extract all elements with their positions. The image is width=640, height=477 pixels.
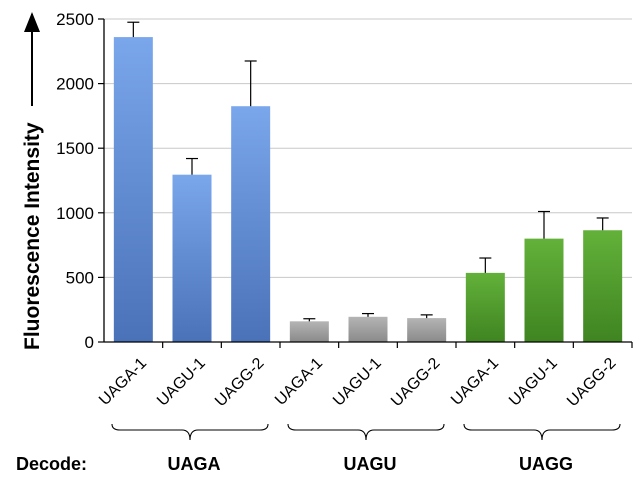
group-brace-2 bbox=[287, 423, 445, 441]
y-tick-label: 0 bbox=[85, 333, 94, 352]
bar-8 bbox=[524, 238, 564, 342]
group-brace-3 bbox=[463, 423, 621, 441]
y-axis-label: Fluorescence Intensity bbox=[21, 122, 44, 350]
bar-3 bbox=[231, 106, 271, 343]
y-tick-label: 1500 bbox=[56, 139, 94, 158]
bar-9 bbox=[583, 230, 623, 342]
y-tick-label: 2000 bbox=[56, 75, 94, 94]
group-label-1: UAGA bbox=[168, 454, 221, 474]
bar-7 bbox=[465, 272, 505, 342]
x-tick-label: UAGG-2 bbox=[564, 355, 619, 410]
bar-5 bbox=[348, 316, 388, 342]
x-tick-label: UAGG-2 bbox=[388, 355, 443, 410]
bars bbox=[113, 21, 623, 343]
x-tick-label: UAGU-1 bbox=[506, 355, 561, 410]
bar-2 bbox=[172, 174, 212, 342]
x-tick-label: UAGA-1 bbox=[448, 355, 502, 409]
group-brace-1 bbox=[111, 423, 269, 441]
bar-1 bbox=[113, 37, 153, 342]
x-tick-label: UAGA-1 bbox=[272, 355, 326, 409]
bar-4 bbox=[289, 321, 329, 342]
y-tick-label: 1000 bbox=[56, 204, 94, 223]
x-tick-label: UAGA-1 bbox=[96, 355, 150, 409]
y-tick-label: 2500 bbox=[56, 10, 94, 29]
group-label-3: UAGG bbox=[519, 454, 573, 474]
bar-6 bbox=[407, 318, 447, 342]
x-tick-label: UAGG-2 bbox=[212, 355, 267, 410]
x-tick-label: UAGU-1 bbox=[330, 355, 385, 410]
x-tick-label: UAGU-1 bbox=[154, 355, 209, 410]
group-label-2: UAGU bbox=[344, 454, 397, 474]
y-tick-label: 500 bbox=[66, 268, 94, 287]
decode-label: Decode: bbox=[16, 454, 87, 474]
axes bbox=[98, 18, 633, 348]
